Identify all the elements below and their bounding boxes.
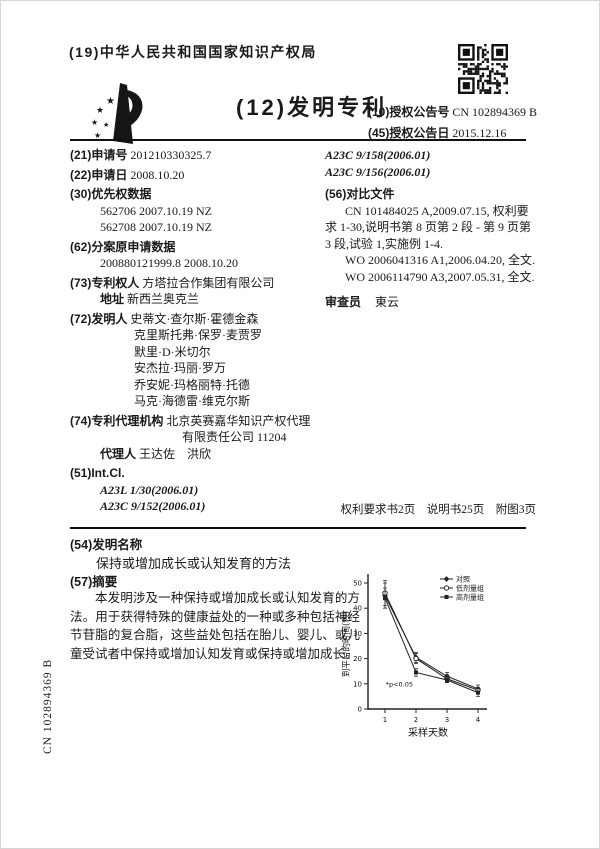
patentee-row: (73)专利权人 方塔拉合作集团有限公司 [70, 275, 324, 292]
issuing-office-title: (19)中华人民共和国国家知识产权局 [69, 44, 317, 60]
agent-row: 代理人 王达佐 洪欣 [70, 446, 324, 463]
agency-group: (74)专利代理机构 北京英赛嘉华知识产权代理 有限责任公司 11204 代理人… [70, 413, 324, 463]
application-date-label: (22)申请日 [70, 167, 128, 182]
svg-text:10: 10 [353, 680, 362, 688]
reference-citation: CN 101484025 A,2009.07.15, 权利要求 1-30,说明书… [325, 203, 531, 251]
examiner-name: 東云 [375, 295, 400, 309]
inventor-name: 马克·海德雷·维克尔斯 [134, 394, 250, 408]
svg-text:高剂量组: 高剂量组 [456, 593, 484, 602]
ipc-code: A23C 9/156(2006.01) [325, 164, 431, 179]
inventor-name: 乔安妮·玛格丽特·托德 [134, 377, 250, 392]
int-cl-label: (51)Int.Cl. [70, 466, 125, 480]
int-cl-group: (51)Int.Cl. A23L 1/30(2006.01) A23C 9/15… [70, 465, 324, 515]
divisional-data-group: (62)分案原申请数据 200880121999.8 2008.10.20 [70, 239, 324, 272]
inventor-name: 安杰拉·玛丽·罗万 [134, 361, 226, 375]
references-label: (56)对比文件 [325, 187, 395, 201]
svg-text:*p<0.05: *p<0.05 [386, 680, 413, 688]
svg-text:采样天数: 采样天数 [408, 726, 448, 739]
divisional-label: (62)分案原申请数据 [70, 239, 176, 254]
svg-text:★: ★ [96, 105, 104, 115]
svg-text:★: ★ [94, 131, 101, 140]
ipc-code: A23C 9/152(2006.01) [100, 499, 206, 513]
page-counts-line: 权利要求书2页 说明书25页 附图3页 [340, 504, 537, 516]
document-type-title: (12)发明专利 [236, 95, 388, 120]
svg-text:20: 20 [353, 655, 362, 663]
address-row: 地址 新西兰奥克兰 [70, 291, 324, 308]
address-label: 地址 [100, 292, 125, 306]
publication-number-value: CN 102894369 B [452, 105, 538, 119]
ipc-code: A23L 1/30(2006.01) [100, 482, 199, 497]
inventor-name: 克里斯托弗·保罗·麦贾罗 [134, 328, 262, 342]
agency-row: (74)专利代理机构 北京英赛嘉华知识产权代理 [70, 413, 324, 430]
svg-text:★: ★ [106, 96, 115, 107]
abstract-figure-chart: 0 10 20 30 40 50 1 2 3 4 到平台的时间(秒) 采样天数 对照 低剂量组 高剂量组 *p… [340, 564, 562, 746]
patentee-value: 方塔拉合作集团有限公司 [142, 275, 275, 290]
svg-text:2: 2 [414, 716, 418, 724]
priority-item: 562708 2007.10.19 NZ [100, 220, 212, 234]
address-value: 新西兰奥克兰 [127, 292, 200, 306]
bibliographic-right-column: A23C 9/158(2006.01) A23C 9/156(2006.01) … [325, 147, 537, 311]
svg-text:50: 50 [353, 580, 362, 588]
application-date-value: 2008.10.20 [130, 167, 185, 182]
inventors-label: (72)发明人 [70, 311, 128, 326]
svg-text:30: 30 [353, 630, 362, 638]
publication-date-line: (45)授权公告日 2015.12.16 [368, 124, 506, 141]
reference-citation: WO 2006114790 A3,2007.05.31, 全文. [345, 269, 535, 284]
publication-number-label: (10)授权公告号 [368, 105, 450, 119]
svg-text:0: 0 [358, 706, 362, 714]
examiner-row: 审查员 東云 [325, 294, 537, 311]
qr-code-icon [457, 44, 509, 94]
svg-text:对照: 对照 [456, 575, 470, 584]
ipc-code: A23C 9/158(2006.01) [325, 148, 431, 162]
svg-text:40: 40 [353, 605, 362, 613]
abstract-label: (57)摘要 [70, 575, 118, 589]
priority-data-group: (30)优先权数据 562706 2007.10.19 NZ 562708 20… [70, 186, 324, 236]
examiner-label: 审查员 [325, 295, 362, 309]
application-date-row: (22)申请日 2008.10.20 [70, 167, 324, 184]
publication-date-label: (45)授权公告日 [368, 126, 450, 140]
application-number-value: 201210330325.7 [130, 148, 212, 162]
inventor-first-row: (72)发明人 史蒂文·查尔斯·霍德金森 [70, 311, 324, 328]
priority-label: (30)优先权数据 [70, 187, 152, 201]
invention-title: 保持或增加成长或认知发育的方法 [96, 556, 292, 571]
svg-text:低剂量组: 低剂量组 [456, 584, 484, 593]
side-publication-number: CN 102894369 B [42, 658, 54, 754]
svg-text:★: ★ [103, 121, 109, 129]
agency-name-line2: 有限责任公司 11204 [182, 430, 287, 444]
agent-names: 王达佐 洪欣 [139, 446, 212, 461]
svg-text:到平台的时间(秒): 到平台的时间(秒) [341, 611, 352, 677]
svg-text:4: 4 [476, 716, 481, 724]
svg-text:★: ★ [91, 118, 98, 127]
abstract-text: 本发明涉及一种保持或增加成长或认知发育的方法。用于获得特殊的健康益处的一种或多种… [70, 591, 360, 661]
invention-title-label: (54)发明名称 [70, 538, 143, 552]
bibliographic-left-column: (21)申请号 201210330325.7 (22)申请日 2008.10.2… [70, 147, 324, 518]
priority-item: 562706 2007.10.19 NZ [100, 203, 212, 218]
application-number-row: (21)申请号 201210330325.7 [70, 147, 324, 164]
publication-number-line: (10)授权公告号 CN 102894369 B [368, 103, 537, 120]
header-divider [70, 139, 526, 141]
publication-date-value: 2015.12.16 [452, 126, 507, 140]
svg-text:3: 3 [445, 716, 449, 724]
svg-text:1: 1 [383, 716, 387, 724]
section-divider [70, 527, 526, 529]
patentee-label: (73)专利权人 [70, 275, 140, 290]
inventor-name: 史蒂文·查尔斯·霍德金森 [130, 311, 259, 326]
agency-label: (74)专利代理机构 [70, 413, 164, 428]
inventors-group: (72)发明人 史蒂文·查尔斯·霍德金森 克里斯托弗·保罗·麦贾罗 默里·D·米… [70, 311, 324, 410]
reference-citation: WO 2006041316 A1,2006.04.20, 全文. [345, 253, 535, 267]
agent-label: 代理人 [100, 446, 137, 461]
inventor-name: 默里·D·米切尔 [134, 344, 211, 359]
application-number-label: (21)申请号 [70, 148, 128, 162]
divisional-item: 200880121999.8 2008.10.20 [100, 256, 238, 270]
cnipa-logo: ★ ★ ★ ★ ★ [80, 82, 146, 146]
agency-name-line1: 北京英赛嘉华知识产权代理 [166, 413, 311, 428]
